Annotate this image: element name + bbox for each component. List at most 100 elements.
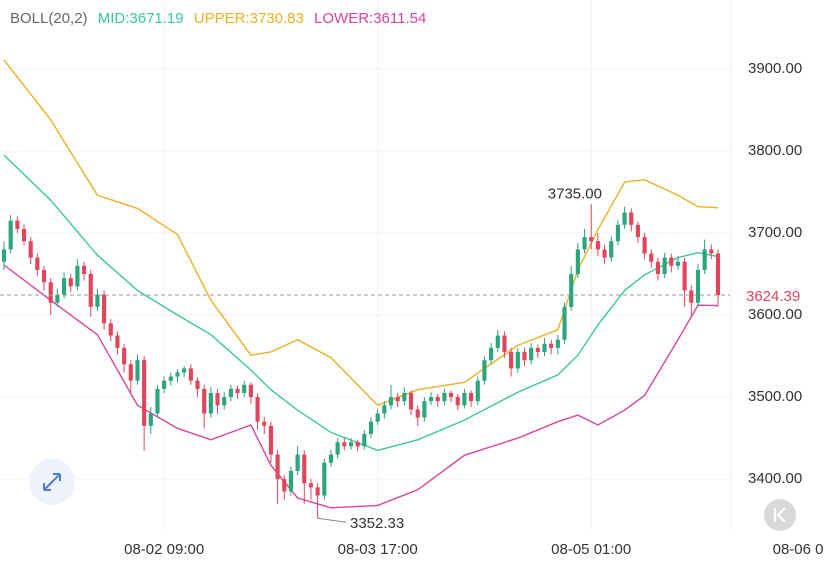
labels: 3400.00 3500.00 3600.00 3700.00 3800.00 3900.… — [0, 60, 823, 558]
candle-body — [295, 454, 300, 471]
candle-body — [162, 380, 167, 389]
candle-body — [469, 392, 474, 402]
y-tick-label: 3600.00 — [748, 306, 802, 323]
candle-body — [615, 224, 620, 242]
candle-body — [122, 347, 127, 365]
expand-button[interactable] — [29, 459, 75, 505]
candle-body — [95, 294, 100, 307]
candle-body — [655, 261, 661, 275]
candle-body — [415, 409, 420, 418]
candle-body — [689, 290, 694, 303]
candle-body — [375, 413, 380, 422]
candle-body — [342, 442, 347, 447]
candle-body — [142, 360, 147, 426]
candle-body — [155, 388, 160, 414]
candle-body — [422, 401, 427, 418]
candle-body — [529, 347, 534, 361]
candle-body — [202, 388, 207, 414]
candle-body — [482, 360, 487, 381]
candle-body — [335, 442, 340, 455]
candle-body — [35, 257, 40, 270]
candle-body — [555, 339, 560, 348]
candle-body — [462, 392, 467, 406]
indicator-name: BOLL(20,2) — [10, 10, 88, 27]
candle-body — [589, 237, 594, 242]
candle-body — [1, 249, 7, 262]
x-tick-label: 08-02 09:00 — [124, 541, 204, 558]
candle-body — [235, 388, 240, 393]
x-tick-label: 08-06 0 — [773, 541, 824, 558]
candle-body — [148, 413, 153, 426]
candle-body — [388, 397, 394, 406]
candle-body — [48, 282, 53, 303]
candle-body — [562, 306, 567, 340]
candle-body — [702, 249, 707, 270]
candle-body — [255, 397, 260, 422]
candle-body — [662, 257, 667, 275]
candle-body — [569, 274, 574, 307]
expand-icon[interactable] — [43, 473, 61, 491]
candle-body — [168, 376, 173, 381]
candle-body — [288, 470, 294, 492]
candle-body — [428, 397, 434, 402]
candle-body — [542, 343, 547, 352]
candle-body — [602, 249, 607, 258]
candle-body — [115, 335, 120, 348]
legend: BOLL(20,2) MID:3671.19 UPPER:3730.83 LOW… — [10, 10, 426, 27]
candle-body — [535, 347, 540, 352]
candle-body — [135, 360, 140, 381]
y-tick-label: 3700.00 — [748, 224, 802, 241]
scroll-icon[interactable] — [773, 507, 786, 523]
legend-entry: LOWER:3611.54 — [314, 10, 426, 27]
candle-body — [275, 454, 280, 480]
candle-body — [595, 241, 600, 250]
candle-body — [88, 274, 93, 307]
candle-body — [322, 462, 327, 496]
candle-body — [435, 397, 440, 402]
candles — [1, 204, 721, 519]
candle-body — [188, 368, 193, 381]
candle-body — [682, 261, 687, 291]
legend-entry: UPPER:3730.83 — [194, 10, 304, 27]
candle-body — [695, 269, 701, 303]
candle-body — [8, 220, 13, 250]
y-tick-label: 3500.00 — [748, 388, 802, 405]
candle-body — [442, 392, 447, 402]
candle-body — [402, 392, 407, 402]
candle-body — [182, 368, 187, 373]
candle-body — [175, 372, 180, 377]
y-tick-label: 3900.00 — [748, 60, 802, 77]
candle-body — [609, 241, 614, 258]
candle-body — [489, 347, 494, 361]
candle-body — [715, 253, 721, 296]
candle-body — [82, 265, 87, 275]
y-tick-label: 3400.00 — [748, 470, 802, 487]
scroll-latest-button[interactable] — [764, 499, 796, 531]
candle-body — [208, 392, 213, 414]
candle-body — [102, 294, 107, 324]
x-tick-label: 08-05 01:00 — [551, 541, 631, 558]
scroll-button-bg[interactable] — [764, 499, 796, 531]
low-annotation: 3352.33 — [350, 515, 404, 532]
candle-body — [242, 384, 247, 393]
candle-body — [642, 237, 647, 254]
candle-body — [61, 278, 67, 295]
candle-body — [522, 351, 527, 361]
candle-body — [15, 220, 20, 229]
candle-body — [128, 364, 133, 381]
candle-body — [575, 249, 580, 275]
candle-body — [629, 212, 634, 225]
y-tick-label: 3800.00 — [748, 142, 802, 159]
band-line — [3, 154, 719, 452]
candle-body — [675, 261, 681, 266]
candle-body — [222, 397, 227, 406]
candle-body — [368, 421, 374, 435]
candle-body — [268, 425, 273, 455]
candle-body — [455, 397, 460, 406]
candle-body — [475, 380, 480, 402]
candle-body — [362, 434, 367, 447]
candle-body — [215, 392, 220, 406]
candle-body — [549, 343, 554, 348]
